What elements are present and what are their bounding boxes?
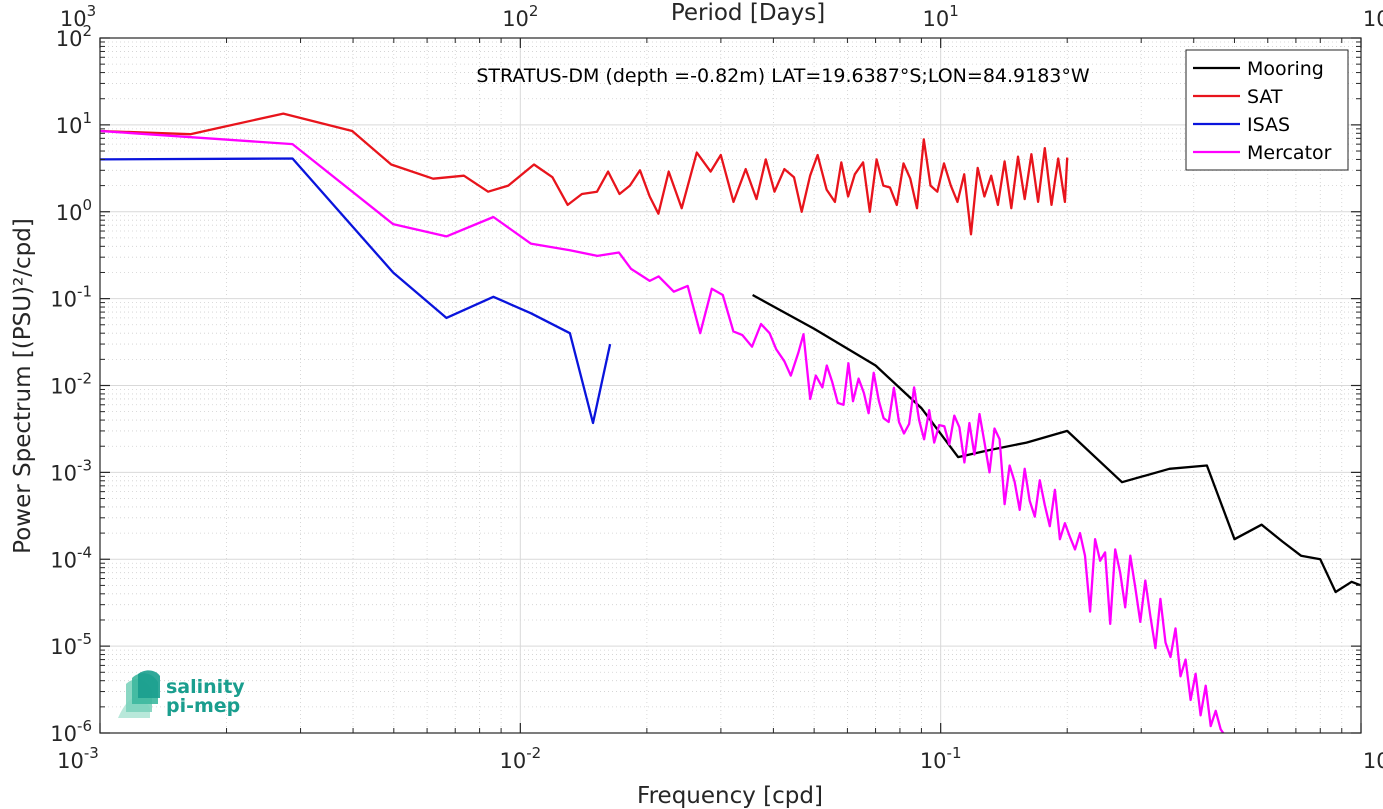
y-tick-label: 10-3 bbox=[50, 456, 92, 485]
tick-labels: 10-310-210-110010310210110010210110010-1… bbox=[50, 2, 1383, 773]
y-axis-label: Power Spectrum [(PSU)²/cpd] bbox=[10, 218, 36, 554]
major-grid bbox=[99, 37, 1362, 734]
series-line-mooring bbox=[752, 293, 1362, 594]
legend: Mooring SAT ISAS Mercator bbox=[1185, 49, 1349, 171]
y-tick-label: 10-2 bbox=[50, 370, 92, 399]
legend-label-sat: SAT bbox=[1247, 86, 1283, 108]
y-tick-label: 10-6 bbox=[50, 717, 92, 746]
x-tick-label: 10-1 bbox=[920, 744, 962, 773]
x-tick-label: 10-2 bbox=[499, 744, 541, 773]
top-x-tick-label: 103 bbox=[60, 2, 96, 31]
x-tick-label: 10-3 bbox=[57, 744, 99, 773]
series-layer bbox=[99, 112, 1362, 734]
tick-marks bbox=[99, 37, 1362, 734]
series-line-isas bbox=[99, 157, 612, 425]
logo-line-2: pi-mep bbox=[166, 695, 240, 717]
y-tick-label: 101 bbox=[56, 109, 92, 138]
y-tick-label: 102 bbox=[56, 22, 92, 51]
legend-label-mooring: Mooring bbox=[1247, 58, 1324, 80]
top-x-tick-label: 101 bbox=[923, 2, 959, 31]
top-x-tick-label: 100 bbox=[1363, 2, 1383, 31]
x-axis-label: Frequency [cpd] bbox=[637, 783, 823, 809]
top-x-tick-label: 102 bbox=[502, 2, 538, 31]
x-tick-label: 100 bbox=[1363, 744, 1383, 773]
logo-line-1: salinity bbox=[166, 676, 245, 698]
legend-box bbox=[1185, 49, 1349, 171]
legend-label-mercator: Mercator bbox=[1247, 142, 1332, 164]
y-tick-label: 10-4 bbox=[50, 543, 92, 572]
top-x-axis-label: Period [Days] bbox=[671, 0, 825, 26]
waves-icon bbox=[118, 670, 160, 718]
y-tick-label: 100 bbox=[56, 196, 92, 225]
legend-label-isas: ISAS bbox=[1247, 114, 1290, 136]
series-line-mercator bbox=[99, 129, 1225, 734]
salinity-pi-mep-logo: salinity pi-mep bbox=[118, 670, 245, 718]
chart-title: STRATUS-DM (depth =-0.82m) LAT=19.6387°S… bbox=[476, 65, 1090, 87]
y-tick-label: 10-5 bbox=[50, 630, 92, 659]
y-tick-label: 10-1 bbox=[50, 283, 92, 312]
series-line-sat bbox=[99, 112, 1069, 236]
